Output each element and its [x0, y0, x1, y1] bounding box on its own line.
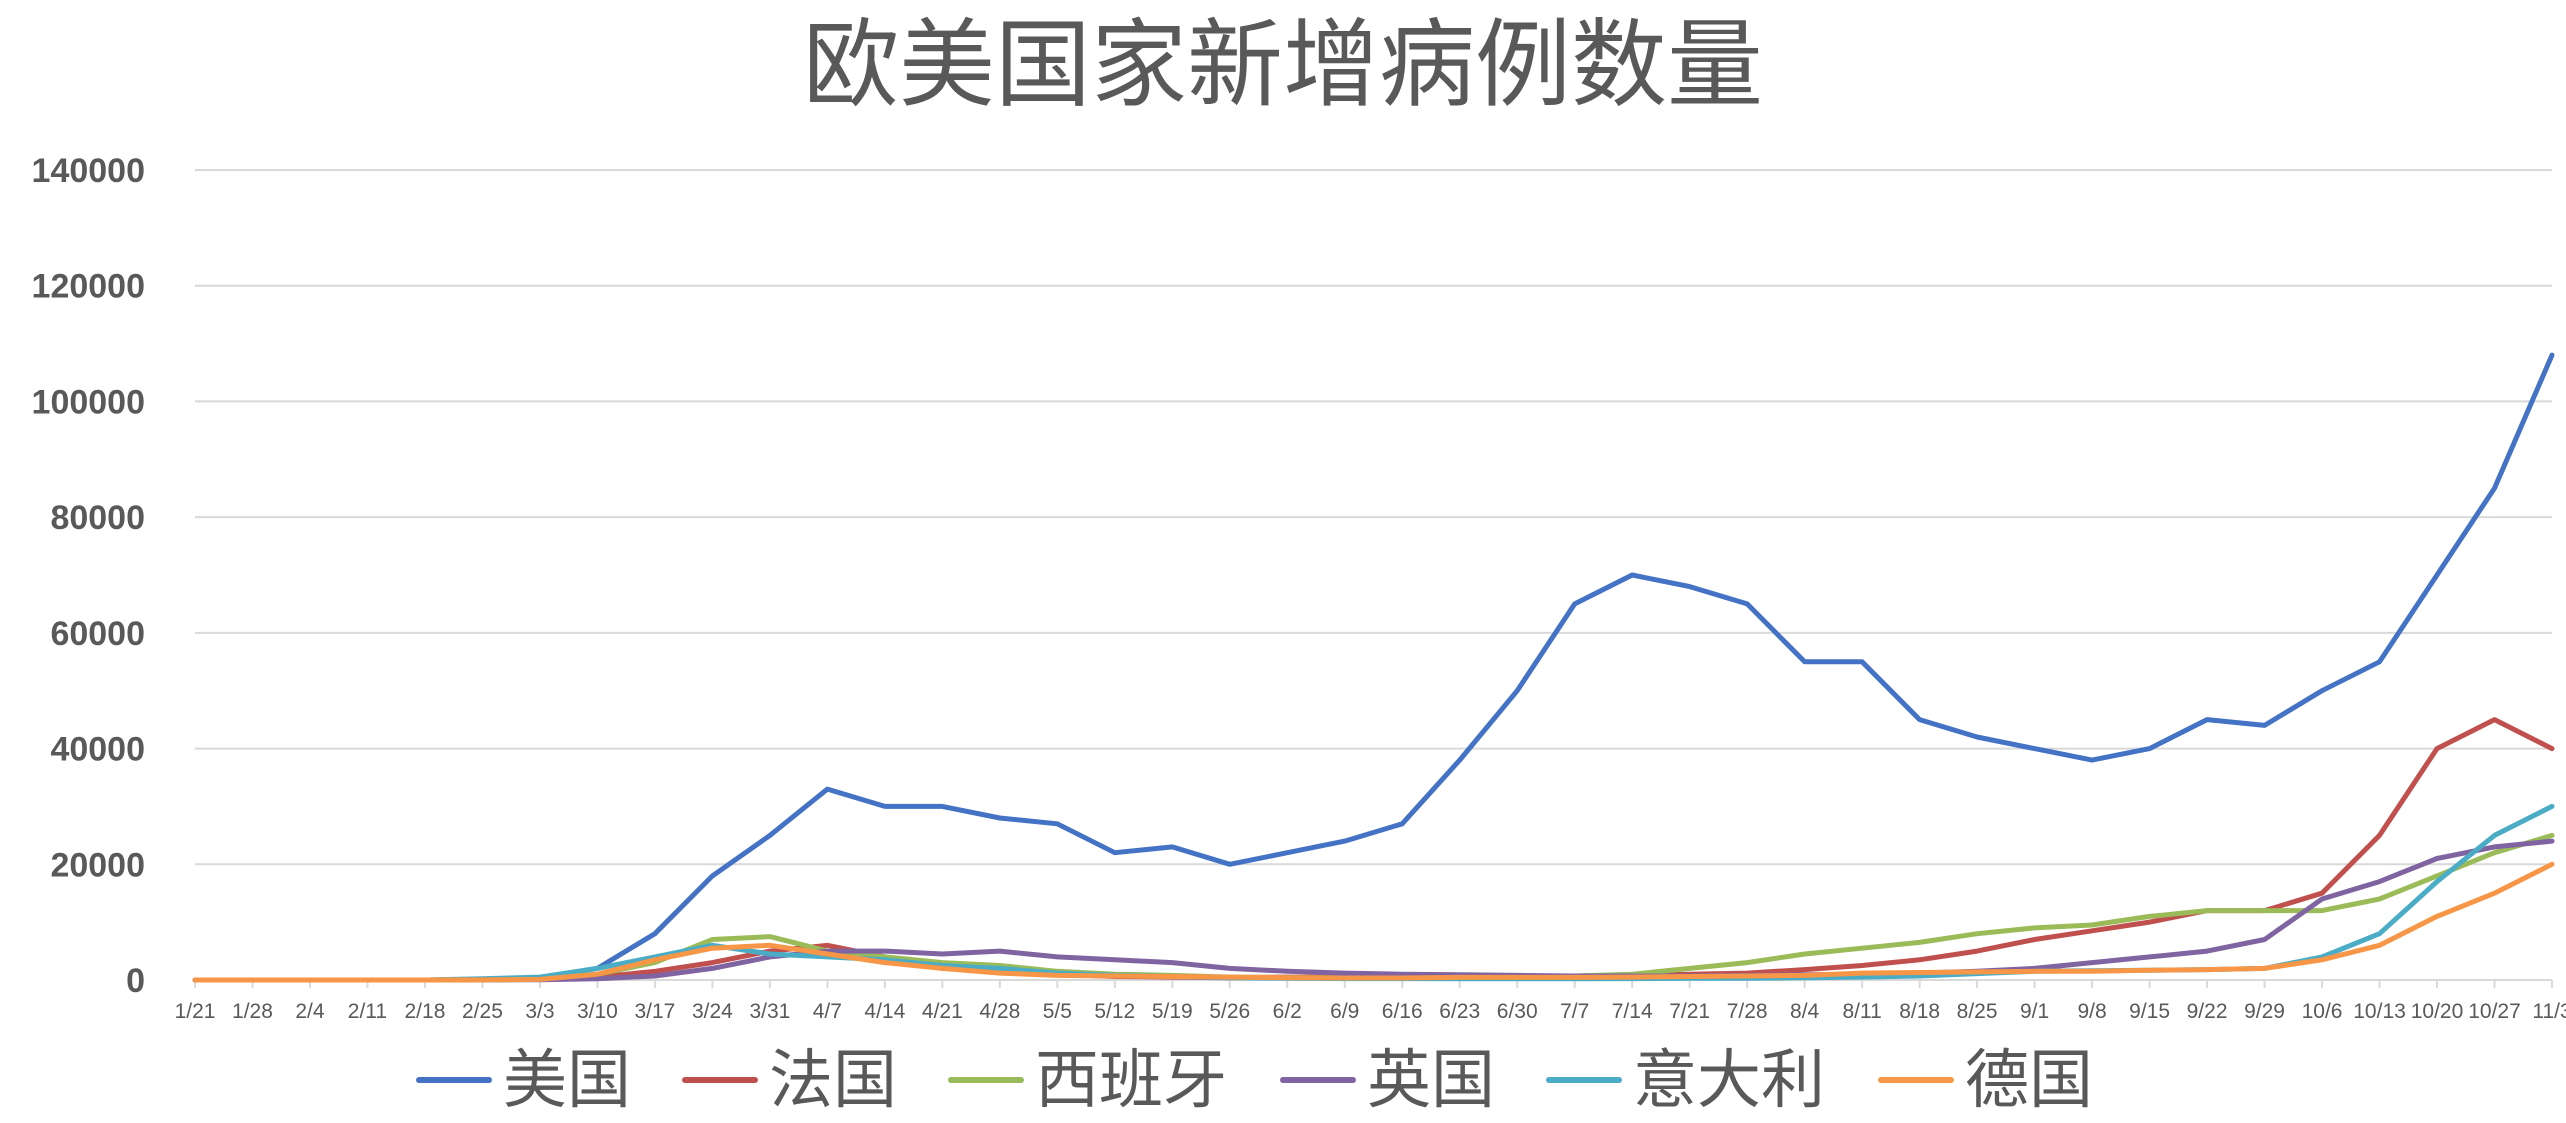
x-tick-label: 8/4: [1790, 1000, 1820, 1023]
x-tick-label: 10/13: [2353, 1000, 2406, 1023]
x-tick-label: 6/16: [1382, 1000, 1423, 1023]
x-tick-label: 10/6: [2302, 1000, 2343, 1023]
x-tick-label: 2/11: [348, 1000, 387, 1023]
x-tick-label: 1/28: [232, 1000, 273, 1023]
x-tick-label: 5/19: [1152, 1000, 1193, 1023]
x-tick-label: 8/25: [1957, 1000, 1998, 1023]
x-tick-label: 5/12: [1094, 1000, 1135, 1023]
x-tick-label: 7/14: [1612, 1000, 1653, 1023]
legend-item: 法国: [682, 1044, 897, 1118]
legend-label: 法国: [769, 1044, 897, 1118]
legend-label: 英国: [1367, 1044, 1495, 1118]
legend-item: 英国: [1280, 1044, 1495, 1118]
x-tick-label: 4/14: [864, 1000, 905, 1023]
x-tick-label: 8/18: [1899, 1000, 1940, 1023]
x-tick-label: 7/21: [1669, 1000, 1710, 1023]
y-axis-ticks: 0 20000 40000 60000 80000 100000 120000 140000: [32, 152, 145, 1000]
x-tick-label: 10/27: [2468, 1000, 2521, 1023]
x-tick-label: 2/18: [405, 1000, 446, 1023]
chart-title: 欧美国家新增病例数量: [803, 9, 1763, 121]
x-tick-label: 5/5: [1043, 1000, 1072, 1023]
series-line-0: [192, 352, 2555, 983]
y-tick-label: 140000: [32, 152, 145, 190]
x-tick-label: 11/3: [2532, 1000, 2566, 1023]
x-tick-label: 2/25: [462, 1000, 503, 1023]
y-tick-label: 0: [126, 962, 145, 1000]
y-tick-label: 60000: [50, 615, 145, 653]
x-tick-label: 5/26: [1209, 1000, 1250, 1023]
legend-label: 西班牙: [1035, 1044, 1227, 1118]
grid-layer: [195, 169, 2552, 981]
y-tick-label: 120000: [32, 268, 145, 306]
legend-item: 意大利: [1546, 1044, 1825, 1118]
legend: 美国 法国 西班牙 英国 意大利 德国: [416, 1044, 2093, 1118]
x-axis-ticks: 1/21 1/28 2/4 2/11 2/18 2/25 3/3 3/10 3/17 3/24 3/…: [175, 980, 2566, 1023]
x-tick-label: 10/20: [2411, 1000, 2464, 1023]
x-tick-label: 7/7: [1560, 1000, 1589, 1023]
legend-item: 德国: [1878, 1044, 2093, 1118]
series-line-5: [192, 861, 2555, 983]
x-tick-label: 6/30: [1497, 1000, 1538, 1023]
y-tick-label: 20000: [50, 846, 145, 884]
x-tick-label: 4/21: [922, 1000, 963, 1023]
y-tick-label: 40000: [50, 731, 145, 769]
series-layer: [192, 352, 2555, 983]
legend-label: 美国: [503, 1044, 631, 1118]
x-tick-label: 4/28: [979, 1000, 1020, 1023]
y-tick-label: 100000: [32, 383, 145, 421]
x-tick-label: 2/4: [295, 1000, 325, 1023]
x-tick-label: 1/21: [175, 1000, 216, 1023]
x-tick-label: 9/22: [2187, 1000, 2228, 1023]
series-line-2: [192, 832, 2555, 983]
series-line-3: [192, 838, 2555, 983]
x-tick-label: 3/3: [525, 1000, 554, 1023]
y-tick-label: 80000: [50, 499, 145, 537]
legend-label: 意大利: [1633, 1044, 1825, 1118]
x-tick-label: 9/8: [2077, 1000, 2106, 1023]
x-tick-label: 3/31: [749, 1000, 790, 1023]
x-tick-label: 9/1: [2020, 1000, 2049, 1023]
x-tick-label: 9/29: [2244, 1000, 2285, 1023]
legend-item: 美国: [416, 1044, 631, 1118]
x-tick-label: 6/23: [1439, 1000, 1480, 1023]
legend-item: 西班牙: [948, 1044, 1227, 1118]
x-tick-label: 3/17: [634, 1000, 675, 1023]
x-tick-label: 3/10: [577, 1000, 618, 1023]
x-tick-label: 9/15: [2129, 1000, 2170, 1023]
x-tick-label: 3/24: [692, 1000, 733, 1023]
series-line-1: [192, 717, 2555, 983]
legend-label: 德国: [1965, 1044, 2093, 1118]
x-tick-label: 7/28: [1727, 1000, 1768, 1023]
x-tick-label: 6/2: [1273, 1000, 1302, 1023]
x-tick-label: 8/11: [1842, 1000, 1881, 1023]
x-tick-label: 4/7: [813, 1000, 842, 1023]
x-tick-label: 6/9: [1330, 1000, 1359, 1023]
